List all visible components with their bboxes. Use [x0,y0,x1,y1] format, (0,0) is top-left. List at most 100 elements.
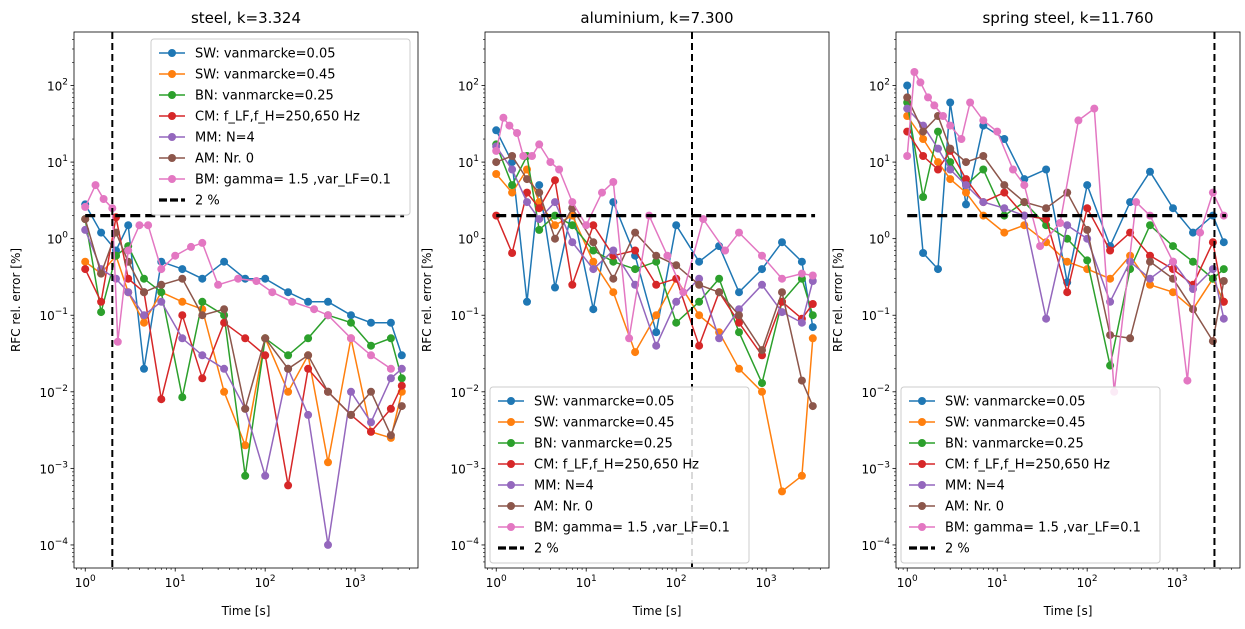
data-point [919,135,928,143]
data-point [324,458,332,467]
data-point [304,364,313,373]
data-point [568,280,577,289]
data-point [919,193,928,201]
legend-label: CM: f_LF,f_H=250,650 Hz [195,110,360,125]
legend-entry: CM: f_LF,f_H=250,650 Hz [159,110,360,125]
data-point [946,121,955,130]
data-point [1083,225,1092,234]
data-point [808,334,817,343]
legend-label: BM: gamma= 1.5 ,var_LF=0.1 [945,521,1141,536]
data-point [758,280,766,289]
y-tick-label: 100 [458,231,479,247]
data-point [397,402,406,411]
legend-swatch-marker [168,133,176,141]
legend-swatch-marker [507,439,515,447]
data-point [1169,204,1177,213]
legend-entry: SW: vanmarcke=0.45 [498,416,675,431]
legend-entry: AM: Nr. 0 [159,152,254,167]
series-1 [81,200,406,373]
data-point [758,251,766,260]
data-point [492,211,501,220]
data-point [1208,265,1217,274]
data-point [758,379,766,388]
data-point [505,121,514,130]
data-point [924,93,932,102]
data-point [523,175,531,184]
data-point [523,198,531,207]
legend-label: 2 % [195,194,220,209]
data-point [946,98,955,107]
data-point [652,311,661,320]
x-tick-label: 100 [486,574,507,590]
data-point [178,311,187,320]
data-point [124,221,133,230]
data-point [157,395,166,404]
legend-swatch-marker [918,418,926,426]
data-point [535,215,544,224]
data-point [735,305,743,314]
data-point [397,374,406,383]
data-point [157,265,166,274]
legend-entry: SW: vanmarcke=0.45 [159,68,336,83]
y-tick-label: 10−1 [39,307,68,323]
data-point [528,152,536,160]
chart-title: aluminium, k=7.300 [580,9,733,27]
data-point [808,300,817,308]
legend-swatch-marker [507,523,515,531]
y-axis-label: RFC rel. error [%] [420,248,434,352]
data-point [1126,257,1135,266]
data-point [535,140,544,149]
chart-panel-1: 10−4 10−3 10−2 10−1 100 101 102 100 101 102 103 ste… [9,9,419,618]
data-point [386,404,395,413]
data-point [157,280,166,289]
data-point [261,274,270,283]
series-1 [903,81,1228,287]
data-point [241,471,250,480]
data-point [1042,238,1051,247]
data-point [1074,116,1083,125]
data-point [367,418,375,427]
data-point [1126,334,1135,343]
data-point [589,265,598,274]
data-point [735,364,743,373]
data-point [672,261,681,270]
legend-entry: BN: vanmarcke=0.25 [159,89,334,104]
data-point [284,364,293,373]
data-point [492,158,501,167]
x-tick-label: 102 [666,574,687,590]
data-point [589,221,598,230]
legend: SW: vanmarcke=0.05 SW: vanmarcke=0.45 BN: … [900,386,1161,564]
series-7 [903,68,1228,396]
legend-label: SW: vanmarcke=0.45 [945,416,1086,431]
data-point [631,265,640,274]
data-point [1106,246,1115,255]
y-tick-label: 100 [47,231,68,247]
data-point [220,364,229,373]
data-point [284,481,293,490]
data-point [198,374,207,383]
data-point [113,337,122,346]
data-point [1020,198,1029,207]
data-point [112,274,120,283]
y-tick-label: 10−3 [39,460,68,476]
data-point [1219,265,1228,274]
data-point [934,158,942,167]
data-point [609,178,618,186]
legend-label: BM: gamma= 1.5 ,var_LF=0.1 [534,521,730,536]
series-line [84,254,403,463]
y-tick-label: 10−2 [450,384,479,400]
data-point [198,311,207,320]
x-axis-label: Time [s] [632,604,682,618]
data-point [652,251,661,260]
data-point [934,144,942,153]
legend-label: BN: vanmarcke=0.25 [195,89,334,104]
data-point [97,269,106,278]
data-point [910,68,919,76]
data-point [140,318,148,327]
x-tick-label: 101 [165,574,186,590]
data-point [797,471,806,480]
data-point [1126,198,1135,207]
data-point [157,297,166,306]
data-point [652,328,661,337]
legend-swatch-marker [168,154,176,162]
